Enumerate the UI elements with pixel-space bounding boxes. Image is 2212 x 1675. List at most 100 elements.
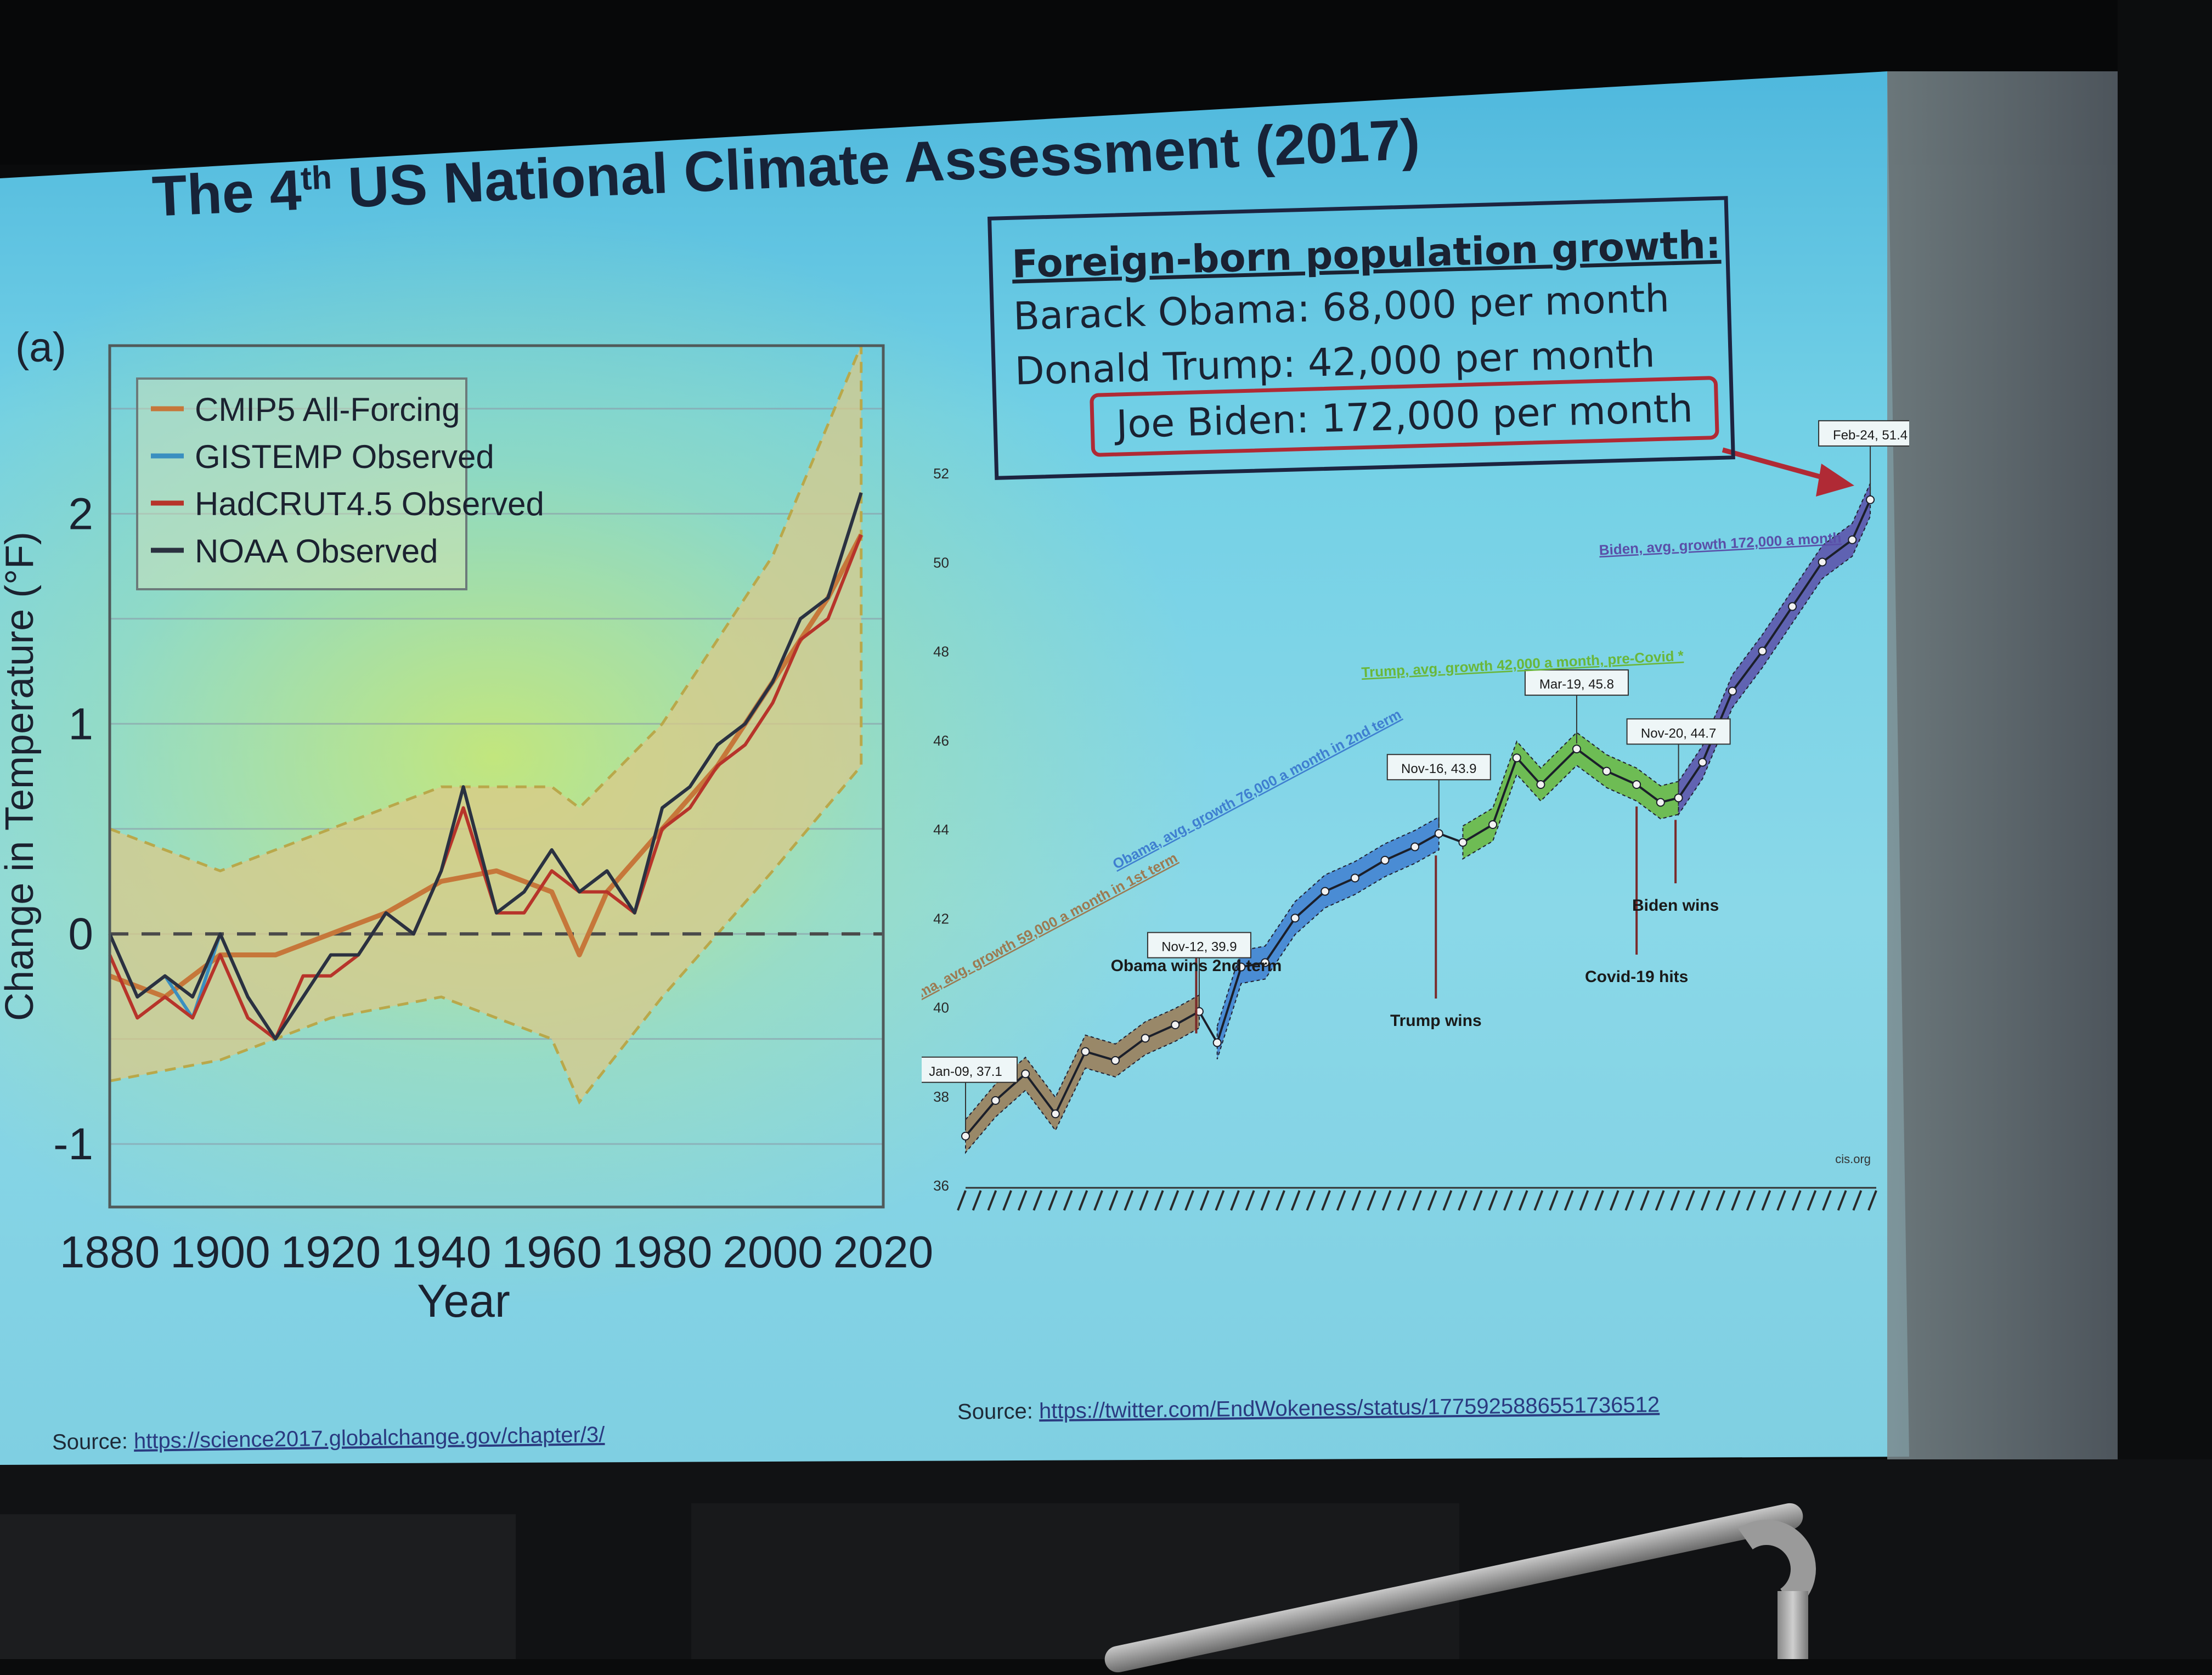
series-point	[1081, 1047, 1090, 1056]
x-tick-mark	[1655, 1190, 1665, 1211]
x-tick-mark	[1442, 1190, 1453, 1211]
annotation-label: Jan-09, 37.1	[929, 1064, 1002, 1079]
segment-band	[965, 994, 1200, 1154]
y-tick-label: -1	[53, 1119, 93, 1169]
annotation-box	[1524, 669, 1629, 696]
x-tick-mark	[1048, 1190, 1058, 1211]
y-tick-label: 2	[68, 489, 93, 539]
x-tick-mark	[1169, 1190, 1180, 1211]
series-point	[1237, 962, 1246, 972]
cmip5-range-band	[108, 345, 863, 1105]
x-tick-label: 1960	[502, 1227, 602, 1277]
callout-arrowhead	[1816, 464, 1854, 497]
annotation-label: Nov-16, 43.9	[1401, 762, 1476, 776]
x-tick-mark	[1716, 1190, 1726, 1211]
x-tick-mark	[1640, 1190, 1650, 1211]
series-point	[1212, 1038, 1222, 1047]
temperature-chart-legend: CMIP5 All-Forcing GISTEMP Observed HadCRUT…	[136, 377, 544, 590]
legend-entry: GISTEMP Observed	[195, 438, 494, 475]
x-tick-mark	[1852, 1190, 1863, 1211]
temperature-chart: 1880 1900 1920 1940 1960 1980 2000 2020 -1 0 1 2 CM…	[0, 344, 933, 1327]
foreign-born-events: Obama wins 2nd term Trump wins Covid-19 hi…	[1111, 807, 1719, 1034]
y-tick-label: 40	[933, 1000, 949, 1016]
room-right-wall	[2118, 0, 2212, 1659]
segment-label: Obama, avg. growth 76,000 a month in 2nd…	[1110, 706, 1404, 872]
series-point	[1698, 758, 1707, 767]
temperature-x-axis-label: Year	[417, 1275, 510, 1327]
x-tick-label: 2000	[723, 1227, 822, 1277]
x-tick-mark	[1351, 1190, 1362, 1211]
event-label: Covid-19 hits	[1585, 968, 1688, 986]
event-label: Trump wins	[1390, 1012, 1482, 1030]
series-point	[1728, 686, 1737, 696]
x-tick-mark	[1822, 1190, 1832, 1211]
series-point	[1536, 780, 1545, 789]
legend-entry: HadCRUT4.5 Observed	[195, 486, 544, 522]
y-tick-label: 38	[933, 1089, 949, 1105]
x-tick-mark	[1746, 1190, 1756, 1211]
series-point	[1866, 495, 1875, 504]
x-tick-mark	[1488, 1190, 1498, 1211]
x-tick-mark	[1685, 1190, 1695, 1211]
y-tick-label: 44	[933, 821, 949, 838]
annotation-label: Nov-20, 44.7	[1641, 726, 1716, 741]
x-tick-mark	[957, 1190, 967, 1211]
x-tick-mark	[1397, 1190, 1407, 1211]
y-tick-label: 50	[933, 554, 949, 571]
annotation-box	[1626, 718, 1731, 745]
series-point	[1848, 535, 1857, 544]
source-left-prefix: Source:	[52, 1429, 134, 1455]
series-point	[961, 1131, 970, 1141]
x-tick-mark	[1108, 1190, 1119, 1211]
foreign-born-y-ticks: 36 38 40 42 44 46 48 50 52	[933, 465, 949, 1194]
x-tick-mark	[1230, 1190, 1240, 1211]
x-tick-mark	[1381, 1190, 1392, 1211]
callout-obama-rate: Barack Obama: 68,000 per month	[1012, 275, 1670, 339]
event-label: Obama wins 2nd term	[1111, 957, 1282, 975]
x-tick-mark	[1154, 1190, 1164, 1211]
x-tick-mark	[1837, 1190, 1847, 1211]
x-tick-label: 1900	[170, 1227, 270, 1277]
foreign-born-segment-bands	[965, 483, 1871, 1154]
x-tick-mark	[1412, 1190, 1422, 1211]
series-point	[1758, 646, 1767, 656]
series-point	[1512, 753, 1521, 763]
x-tick-mark	[1002, 1190, 1012, 1211]
series-point	[991, 1096, 1000, 1105]
x-tick-label: 2020	[833, 1227, 933, 1277]
x-tick-mark	[1032, 1190, 1043, 1211]
handrail-post	[1778, 1591, 1808, 1659]
x-tick-label: 1940	[391, 1227, 491, 1277]
x-tick-mark	[1199, 1190, 1210, 1211]
x-tick-mark	[1139, 1190, 1149, 1211]
x-tick-mark	[1700, 1190, 1711, 1211]
x-tick-mark	[1609, 1190, 1620, 1211]
x-tick-mark	[1063, 1190, 1073, 1211]
x-tick-mark	[1306, 1190, 1316, 1211]
x-tick-mark	[1624, 1190, 1635, 1211]
series-point	[1656, 798, 1665, 807]
segment-label: Biden, avg. growth 172,000 a month	[1599, 529, 1842, 559]
series-line-2	[108, 534, 863, 1041]
series-point	[1434, 829, 1443, 838]
x-tick-label: 1920	[281, 1227, 381, 1277]
annotation-label: Nov-12, 39.9	[1161, 940, 1237, 955]
series-point	[1572, 745, 1581, 754]
legend-box	[136, 377, 467, 590]
series-point	[1632, 780, 1641, 789]
temperature-chart-frame	[108, 344, 885, 1209]
legend-entry: NOAA Observed	[195, 533, 438, 569]
series-point	[1051, 1109, 1060, 1119]
foreign-born-annotations: Jan-09, 37.1 Nov-12, 39.9 Nov-16, 43.9 Mar-…	[922, 420, 1909, 1131]
series-point	[1171, 1020, 1180, 1029]
x-tick-mark	[1549, 1190, 1559, 1211]
y-tick-label: 46	[933, 732, 949, 749]
x-tick-mark	[1458, 1190, 1468, 1211]
annotation-label: Mar-19, 45.8	[1539, 677, 1614, 692]
temperature-y-axis-label: Change in Temperature (°F)	[0, 532, 42, 1021]
slide-title-superscript: th	[300, 159, 333, 197]
series-point	[1488, 820, 1498, 829]
x-tick-mark	[1215, 1190, 1225, 1211]
room-wall-middle	[691, 1503, 1459, 1659]
annotation-box	[1386, 754, 1491, 781]
